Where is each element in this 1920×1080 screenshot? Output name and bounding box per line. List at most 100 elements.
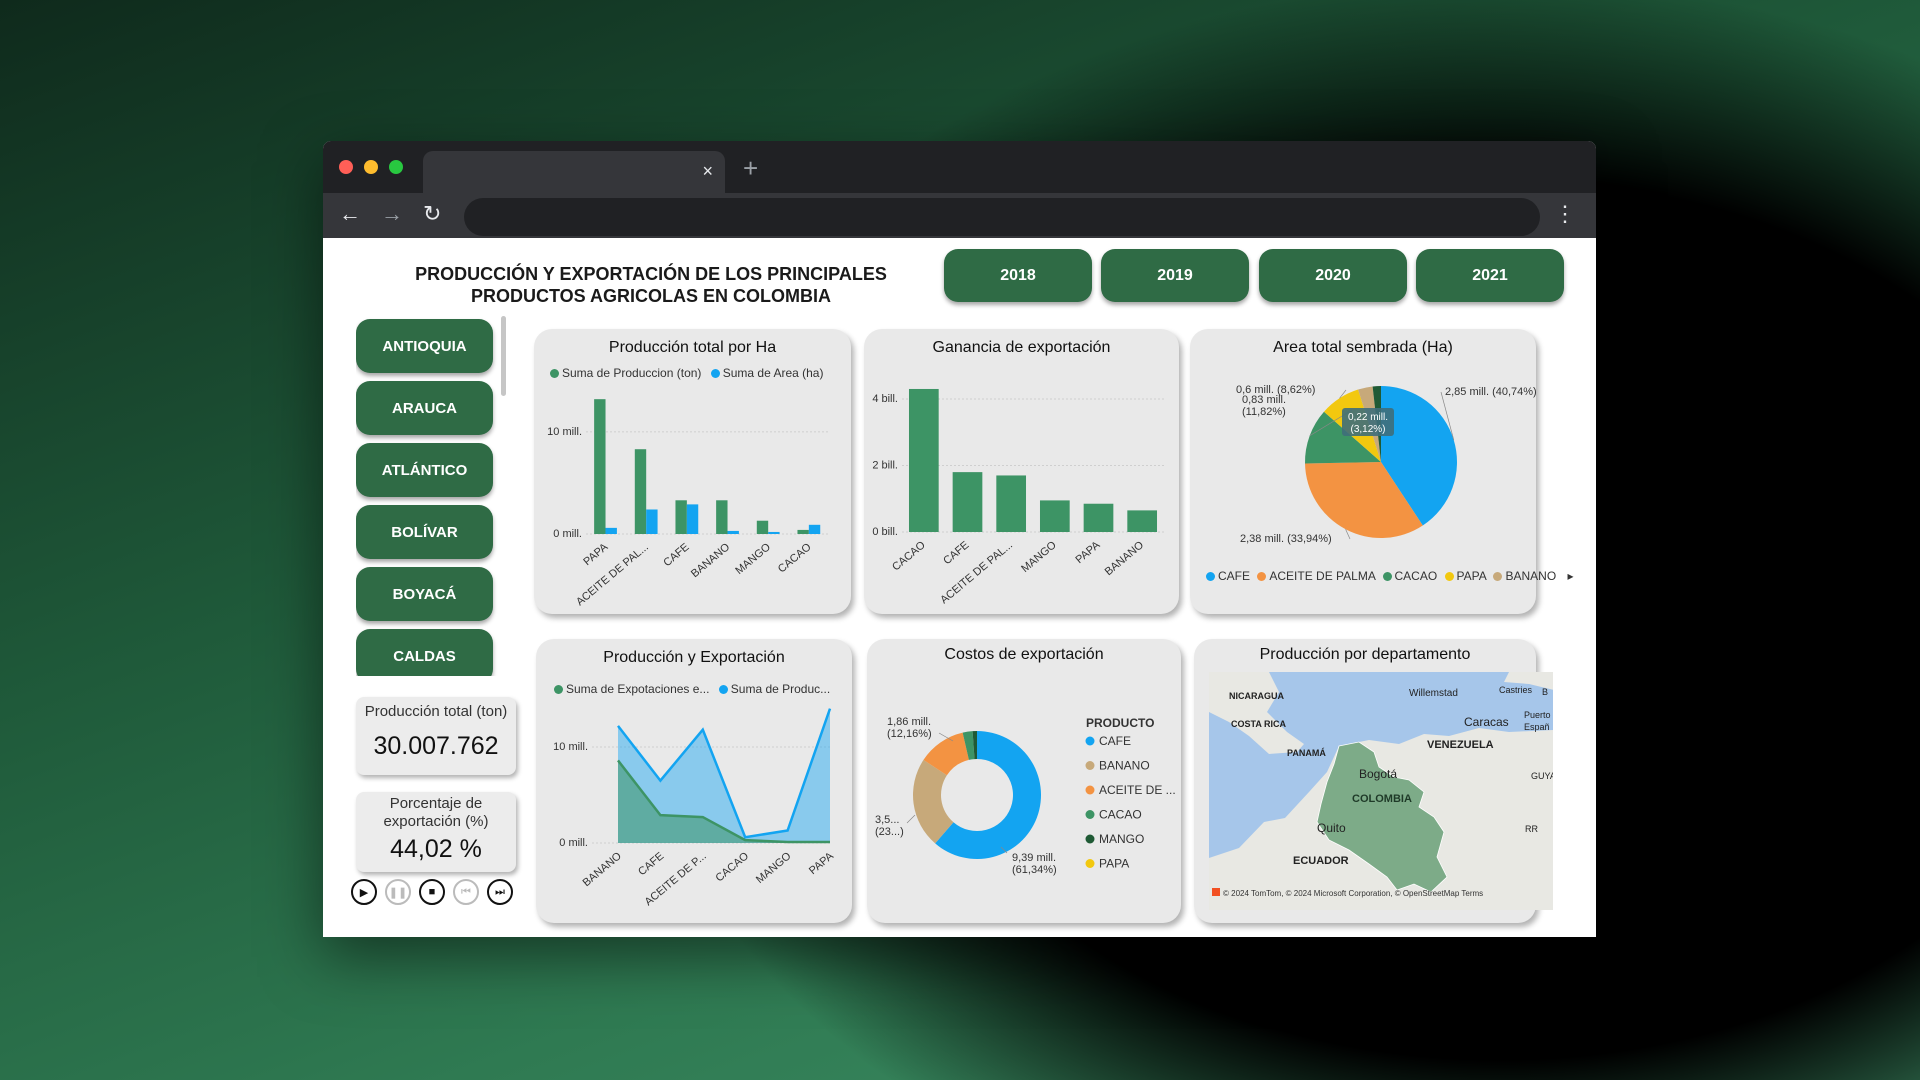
play-icon[interactable]: ▶ [351, 879, 377, 905]
legend-dot-green-icon [550, 369, 559, 379]
donut-data-label: 3,5... [875, 814, 899, 826]
tab-close-icon[interactable]: × [702, 161, 713, 181]
pie-tooltip-label: 0,22 mill. [1348, 412, 1388, 423]
donut-legend-dot-icon [1085, 859, 1095, 868]
previous-icon[interactable]: ⏮ [453, 879, 479, 905]
year-button-2018[interactable]: 2018 [944, 249, 1092, 302]
bar-1 [727, 530, 739, 534]
donut-legend-item: ACEITE DE ... [1099, 783, 1176, 797]
browser-window: × + ← → ↻ ⋮ PRODUCCIÓN Y EXPORTACIÓN DE … [323, 141, 1596, 937]
browser-tab[interactable]: × [423, 151, 725, 193]
map-colombia-highlight[interactable] [1316, 741, 1448, 893]
stop-icon[interactable]: ■ [419, 879, 445, 905]
bar-1 [808, 524, 821, 534]
pie-data-label: (11,82%) [1242, 406, 1286, 418]
x-tick-label: BANANO [1103, 539, 1147, 578]
chart-svg-costos: 9,39 mill.(61,34%) 1,86 mill.(12,16%) 3,5.… [875, 716, 1176, 876]
x-tick-label: PAPA [807, 850, 836, 877]
y-tick-label: 0 bill. [872, 526, 898, 538]
map-label: Puerto [1524, 710, 1551, 720]
legend-dot-banano-icon [1493, 572, 1503, 582]
pie-data-label: 0,83 mill. [1242, 394, 1286, 406]
pie-data-label: 2,38 mill. (33,94%) [1240, 533, 1332, 545]
bar-0 [908, 388, 939, 532]
map-label: Caracas [1464, 715, 1509, 729]
chart-card-produccion-exportacion: Producción y Exportación Suma de Expotac… [536, 639, 852, 923]
chart-svg-area-sembrada: 2,85 mill. (40,74%) 2,38 mill. (33,94%) 0,… [1236, 384, 1536, 545]
forward-arrow-icon[interactable]: → [381, 201, 403, 226]
close-window-dot[interactable] [339, 160, 353, 174]
bar-0 [716, 500, 728, 534]
dept-button-boyaca[interactable]: BOYACÁ [356, 567, 493, 621]
donut-legend-item: BANANO [1099, 759, 1150, 773]
map-canvas[interactable]: NICARAGUA Willemstad Castries B COSTA RI… [1209, 672, 1553, 910]
donut-data-label: 1,86 mill. [887, 716, 931, 728]
legend-dot-blue-icon [710, 369, 720, 379]
chart-card-produccion-ha: Producción total por Ha Suma de Producci… [534, 329, 851, 614]
donut-legend-dot-icon [1085, 761, 1095, 770]
legend-dot-exportaciones-icon [554, 685, 563, 695]
dept-button-caldas[interactable]: CALDAS [356, 629, 493, 676]
back-arrow-icon[interactable]: ← [339, 201, 361, 226]
map-label: VENEZUELA [1427, 739, 1494, 751]
x-tick-label: CACAO [713, 850, 751, 885]
area-fill-1 [618, 708, 830, 843]
kpi-export-label: Porcentaje de exportación (%) [383, 795, 489, 830]
donut-legend-item: MANGO [1099, 832, 1144, 846]
page-title-line-2: PRODUCTOS AGRICOLAS EN COLOMBIA [470, 286, 831, 306]
maximize-window-dot[interactable] [389, 160, 403, 174]
kebab-menu-icon[interactable]: ⋮ [1554, 201, 1576, 226]
dept-button-antioquia[interactable]: ANTIOQUIA [356, 319, 493, 373]
bar-0 [1039, 500, 1070, 532]
legend-item-aceite: ACEITE DE PALMA [1269, 569, 1376, 583]
map-label: Españ [1524, 722, 1550, 732]
donut-legend-dot-icon [1085, 834, 1095, 844]
year-button-2021[interactable]: 2021 [1416, 249, 1564, 302]
address-bar[interactable] [464, 198, 1540, 236]
bar-1 [605, 527, 617, 534]
chart-card-costos: Costos de exportación 9,39 mill. (61,34%)… [867, 639, 1181, 923]
new-tab-icon[interactable]: + [743, 153, 759, 183]
y-tick-label: 10 mill. [553, 741, 588, 753]
chart-card-area-sembrada: Area total sembrada (Ha) 2,85 mill. (40,… [1190, 329, 1574, 614]
map-label: COLOMBIA [1352, 793, 1412, 805]
minimize-window-dot[interactable] [364, 160, 378, 174]
x-tick-label: PAPA [1073, 539, 1102, 566]
area-fill-0 [618, 760, 830, 843]
pie-leader-line [1440, 391, 1455, 441]
x-tick-label: BANANO [581, 850, 625, 889]
donut-legend-item: PAPA [1099, 857, 1129, 871]
map-label: RR [1525, 824, 1538, 834]
x-tick-label: CACAO [776, 541, 814, 576]
legend-item-banano: BANANO [1505, 569, 1557, 583]
x-tick-label: PAPA [581, 541, 610, 568]
map-attribution[interactable]: © 2024 TomTom, © 2024 Microsoft Corporat… [1223, 889, 1483, 898]
map-title: Producción por departamento [1259, 646, 1471, 663]
legend-next-icon[interactable]: ▸ [1567, 569, 1574, 583]
map-label: Quito [1317, 821, 1346, 835]
reload-icon[interactable]: ↻ [423, 201, 442, 226]
kpi-export-card: Porcentaje de exportación (%) 44,02 % [356, 792, 516, 872]
title-bar: × + [323, 141, 1596, 193]
legend-item-cafe: CAFE [1218, 569, 1251, 583]
legend-item-papa: PAPA [1456, 569, 1487, 583]
dept-button-bolivar[interactable]: BOLÍVAR [356, 505, 493, 559]
chart-title-produccion-exportacion: Producción y Exportación [603, 649, 785, 666]
browser-toolbar: ← → ↻ ⋮ [323, 193, 1596, 238]
page-title-line-1: PRODUCCIÓN Y EXPORTACIÓN DE LOS PRINCIPA… [415, 264, 887, 284]
dept-button-atlantico[interactable]: ATLÁNTICO [356, 443, 493, 497]
y-tick-label: 0 mill. [553, 528, 582, 540]
bar-0 [675, 500, 687, 534]
map-card-departamentos: Producción por departamento NICARAGUA Wi… [1194, 639, 1553, 923]
donut-slice-3 [962, 731, 975, 760]
pause-icon[interactable]: ❚❚ [385, 879, 411, 905]
next-icon[interactable]: ⏭ [487, 879, 513, 905]
map-label: B [1542, 687, 1548, 697]
kpi-production-label: Producción total (ton) [364, 703, 508, 720]
bar-0 [952, 472, 983, 532]
department-scrollbar[interactable] [501, 316, 506, 396]
year-button-2020[interactable]: 2020 [1259, 249, 1407, 302]
year-button-2019[interactable]: 2019 [1101, 249, 1249, 302]
dept-button-arauca[interactable]: ARAUCA [356, 381, 493, 435]
x-tick-label: BANANO [689, 541, 733, 580]
